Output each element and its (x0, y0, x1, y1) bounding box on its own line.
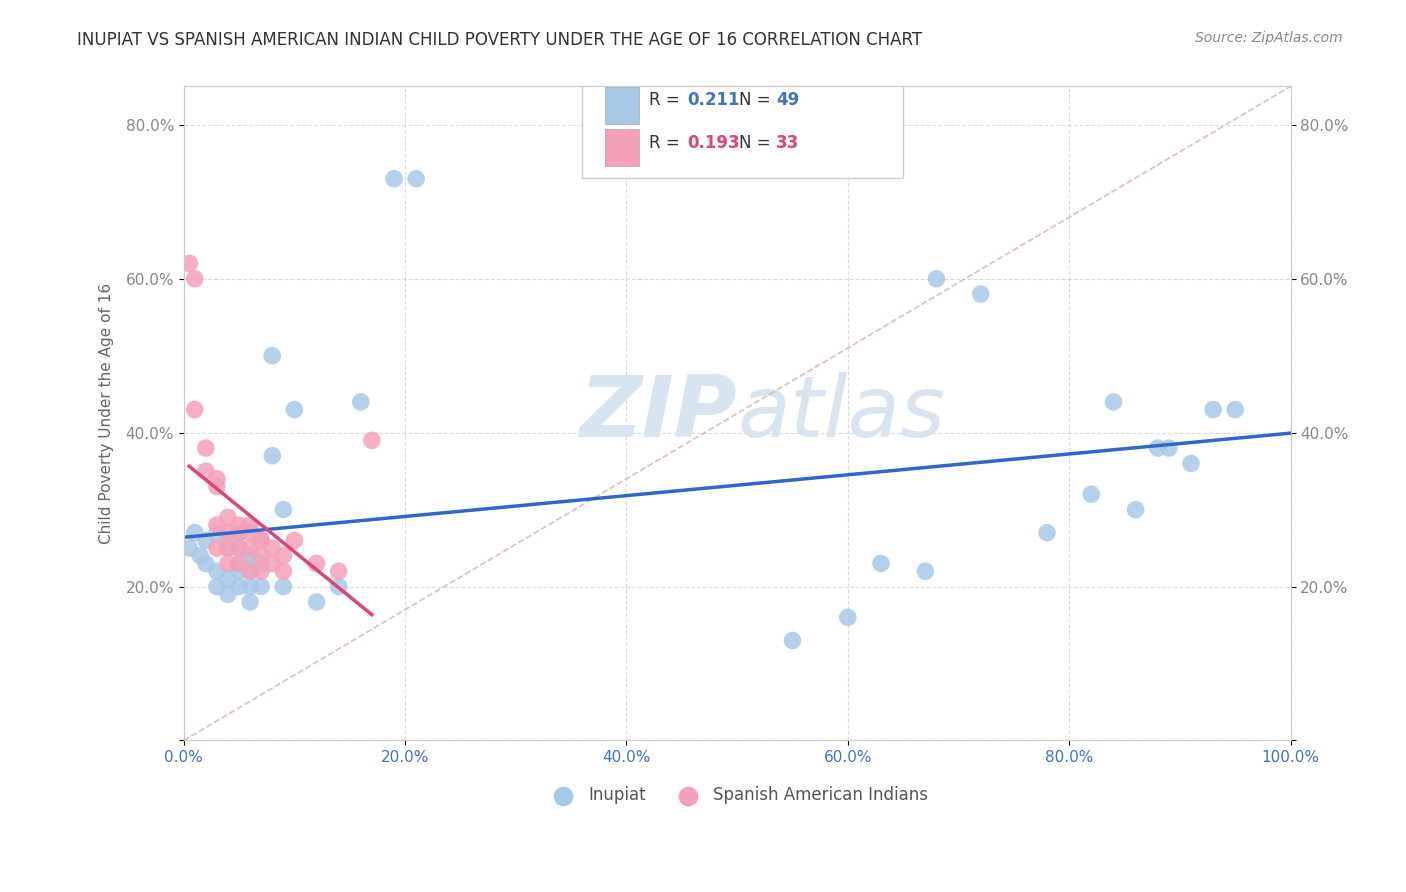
Point (250, 557, 273, 571)
Point (228, 525, 250, 540)
Point (273, 580, 295, 594)
Text: 33: 33 (776, 134, 799, 152)
Point (228, 525, 250, 540)
Point (205, 518, 228, 533)
Point (184, 525, 207, 540)
FancyBboxPatch shape (582, 79, 903, 178)
Point (239, 525, 262, 540)
Point (262, 449, 284, 463)
Point (239, 564, 262, 578)
Point (1225, 402, 1247, 417)
Point (239, 595, 262, 609)
Point (1036, 525, 1059, 540)
Point (837, 610, 859, 624)
Point (250, 549, 273, 563)
Point (914, 564, 936, 578)
Text: 49: 49 (776, 91, 799, 110)
Point (205, 479, 228, 493)
Text: atlas: atlas (737, 372, 945, 455)
Point (239, 557, 262, 571)
Point (1102, 395, 1125, 409)
Point (194, 557, 217, 571)
Point (217, 572, 239, 586)
Point (184, 271, 207, 285)
Point (194, 441, 217, 455)
Point (239, 518, 262, 533)
Text: N =: N = (740, 91, 776, 110)
Point (273, 564, 295, 578)
Point (305, 595, 328, 609)
Point (283, 533, 305, 548)
Text: 0.211: 0.211 (688, 91, 740, 110)
Point (239, 580, 262, 594)
Point (239, 541, 262, 555)
Point (305, 557, 328, 571)
Point (262, 557, 284, 571)
Point (1157, 441, 1180, 455)
Point (250, 564, 273, 578)
Point (188, 549, 211, 563)
Point (217, 541, 239, 555)
Point (1080, 487, 1102, 501)
Point (283, 402, 305, 417)
Point (217, 533, 239, 548)
Point (273, 502, 295, 516)
Point (228, 564, 250, 578)
Legend: Inupiat, Spanish American Indians: Inupiat, Spanish American Indians (540, 780, 935, 811)
Point (228, 580, 250, 594)
Text: R =: R = (648, 134, 685, 152)
Point (405, 171, 427, 186)
Point (273, 549, 295, 563)
Point (217, 557, 239, 571)
Point (228, 541, 250, 555)
Point (239, 549, 262, 563)
Point (184, 402, 207, 417)
Point (217, 587, 239, 601)
Point (217, 510, 239, 524)
Point (969, 287, 991, 301)
Point (328, 564, 350, 578)
Text: Source: ZipAtlas.com: Source: ZipAtlas.com (1195, 31, 1343, 45)
Point (250, 580, 273, 594)
Point (250, 533, 273, 548)
FancyBboxPatch shape (606, 129, 638, 167)
Point (1202, 402, 1225, 417)
Point (239, 564, 262, 578)
Point (228, 541, 250, 555)
Point (360, 434, 382, 448)
Point (1180, 457, 1202, 471)
Point (205, 525, 228, 540)
Point (870, 557, 893, 571)
Point (205, 472, 228, 486)
Point (205, 580, 228, 594)
FancyBboxPatch shape (606, 87, 638, 124)
Point (228, 557, 250, 571)
Point (925, 271, 948, 285)
Point (382, 171, 405, 186)
Point (350, 395, 373, 409)
Point (217, 525, 239, 540)
Point (217, 541, 239, 555)
Point (228, 518, 250, 533)
Point (250, 533, 273, 548)
Text: N =: N = (740, 134, 776, 152)
Point (1125, 502, 1147, 516)
Text: ZIP: ZIP (579, 372, 737, 455)
Text: INUPIAT VS SPANISH AMERICAN INDIAN CHILD POVERTY UNDER THE AGE OF 16 CORRELATION: INUPIAT VS SPANISH AMERICAN INDIAN CHILD… (77, 31, 922, 49)
Point (179, 256, 201, 270)
Y-axis label: Child Poverty Under the Age of 16: Child Poverty Under the Age of 16 (100, 283, 114, 544)
Point (262, 541, 284, 555)
Point (328, 580, 350, 594)
Text: R =: R = (648, 91, 685, 110)
Point (205, 564, 228, 578)
Point (262, 349, 284, 363)
Point (228, 557, 250, 571)
Point (179, 541, 201, 555)
Point (782, 633, 804, 648)
Point (194, 533, 217, 548)
Point (1146, 441, 1168, 455)
Text: 0.193: 0.193 (688, 134, 740, 152)
Point (194, 464, 217, 478)
Point (205, 541, 228, 555)
